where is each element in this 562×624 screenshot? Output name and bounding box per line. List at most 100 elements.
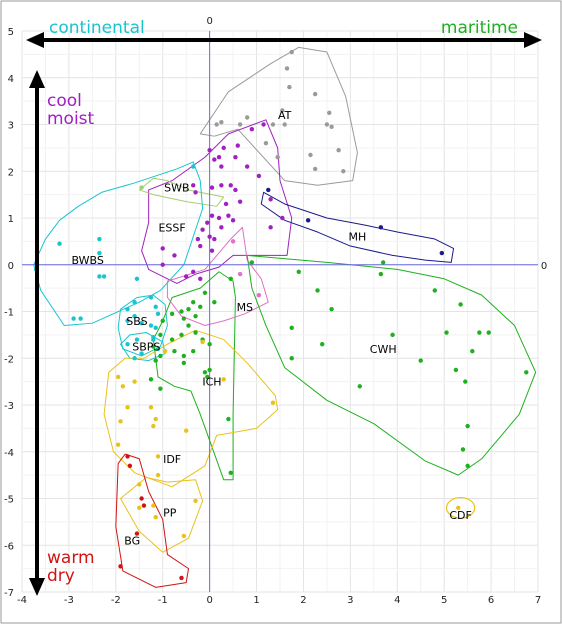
vertical-arrow	[29, 70, 45, 596]
label-bg: BG	[124, 535, 140, 548]
point-essf	[183, 274, 189, 279]
point-bwbs	[97, 274, 102, 279]
outline-cdf	[445, 496, 476, 519]
label-cdf: CDF	[449, 509, 471, 522]
label-idf: IDF	[163, 453, 181, 466]
annotation-warm: warm	[47, 548, 95, 568]
point-sbs	[132, 313, 137, 319]
point-idf	[115, 442, 121, 447]
point-ich	[207, 342, 212, 347]
point-cwh	[418, 358, 423, 363]
point-ich	[153, 358, 158, 363]
outline-at	[199, 46, 358, 186]
x-tick-label: -1	[158, 595, 168, 606]
point-cwh	[444, 330, 449, 335]
point-bwbs	[101, 274, 107, 279]
y-tick-label: 5	[8, 27, 14, 38]
point-essf	[172, 253, 177, 258]
point-essf	[160, 246, 165, 251]
point-bwbs	[97, 236, 102, 242]
point-essf	[200, 227, 205, 232]
y-tick-label: -5	[4, 495, 14, 506]
point-at	[237, 122, 243, 127]
tick-labels: -4 -3 -2 -1 0 1 2 3 4 5 6 7 -7 -6 -5 -4 -3 -2 -1 0 1 2 3 4 5 0 0	[4, 16, 547, 606]
point-essf	[198, 243, 203, 249]
x-tick-label: -2	[111, 595, 121, 606]
point-ich	[160, 318, 165, 324]
annotation-maritime: maritime	[441, 18, 518, 38]
x-tick-label: 0	[206, 595, 212, 606]
y-tick-label: -6	[4, 541, 14, 552]
point-at	[263, 141, 269, 146]
point-idf	[270, 400, 276, 405]
point-cwh	[289, 325, 294, 331]
point-at	[280, 108, 285, 113]
annotation-dry: dry	[47, 566, 75, 586]
point-essf	[233, 155, 238, 160]
point-at	[312, 166, 318, 172]
group-outlines	[33, 46, 537, 588]
annotation-cool: cool	[47, 91, 82, 111]
point-ich	[212, 299, 217, 305]
point-essf	[160, 262, 165, 267]
point-at	[219, 119, 224, 125]
x-tick-label: 7	[535, 595, 541, 606]
point-at	[329, 124, 334, 130]
point-essf	[216, 215, 222, 221]
y-tick-label: -1	[4, 308, 14, 319]
point-sbs	[148, 295, 154, 300]
point-cwh	[477, 330, 482, 335]
point-ich	[172, 349, 177, 354]
point-sbs	[155, 311, 161, 317]
point-bg	[139, 496, 144, 501]
point-at	[327, 110, 332, 116]
point-at	[270, 122, 276, 127]
point-swb	[139, 185, 144, 190]
y-tick-label: 3	[8, 121, 14, 132]
label-ms: MS	[237, 301, 253, 314]
y-tick-label: -3	[4, 401, 14, 412]
x-tick-label: -4	[17, 595, 27, 606]
point-ich	[226, 416, 231, 422]
point-cwh	[453, 367, 459, 373]
group-labels: AT ESSF SWB BWBS SBS SBPS ICH MS MH CWH IDF PP BG CDF	[71, 109, 471, 547]
point-cwh	[463, 379, 468, 384]
point-idf	[153, 416, 158, 422]
point-idf	[221, 377, 226, 382]
x-tick-label: 6	[488, 595, 494, 606]
label-sbs: SBS	[126, 315, 147, 328]
point-cwh	[329, 306, 334, 312]
outline-pp	[120, 476, 204, 553]
point-cwh	[470, 349, 475, 354]
point-essf	[212, 236, 217, 242]
point-cwh	[458, 302, 463, 307]
point-ich	[181, 353, 187, 359]
point-bg	[134, 531, 140, 536]
point-pp	[181, 533, 187, 539]
point-ich	[207, 367, 212, 373]
point-essf	[207, 148, 212, 153]
point-essf	[221, 145, 226, 151]
outline-ich	[152, 271, 236, 481]
outline-sbs	[117, 294, 168, 357]
outline-mh	[260, 191, 455, 263]
point-sbps	[155, 346, 161, 352]
point-bg	[127, 463, 133, 468]
point-cwh	[296, 269, 301, 274]
point-essf	[268, 197, 273, 202]
point-sbs	[148, 323, 154, 328]
point-mh	[266, 187, 271, 193]
x-tick-label: -3	[64, 595, 74, 606]
point-at	[287, 84, 292, 90]
point-ich	[228, 470, 233, 475]
point-cwh	[465, 423, 470, 429]
point-idf	[200, 339, 205, 345]
point-cwh	[486, 330, 491, 335]
point-cdf	[456, 505, 461, 511]
x-tick-label: 2	[300, 595, 306, 606]
point-bwbs	[78, 316, 83, 321]
point-essf	[219, 225, 224, 230]
point-at	[284, 66, 290, 71]
point-cwh	[320, 342, 325, 347]
point-at	[312, 91, 318, 97]
